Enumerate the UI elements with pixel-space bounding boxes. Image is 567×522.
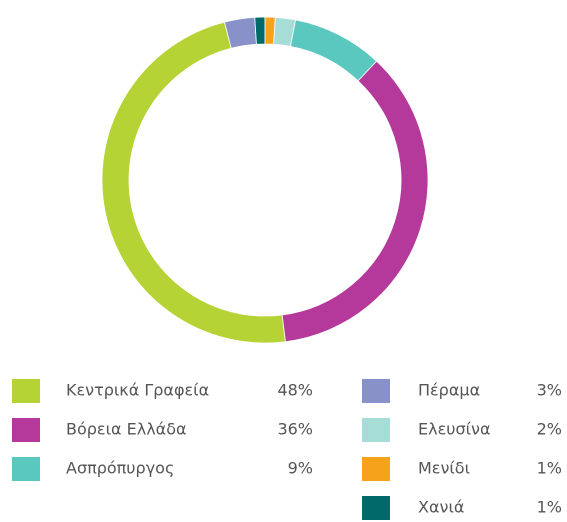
donut-slice bbox=[264, 16, 276, 45]
legend-label: Ασπρόπυργος bbox=[66, 459, 174, 478]
legend-label: Βόρεια Ελλάδα bbox=[66, 420, 187, 439]
legend-swatch bbox=[362, 496, 390, 520]
donut-slice bbox=[254, 16, 266, 45]
legend-swatch bbox=[362, 418, 390, 442]
donut-slice bbox=[281, 60, 429, 343]
legend-label: Μενίδι bbox=[418, 459, 470, 478]
legend-swatch bbox=[12, 418, 40, 442]
legend-label: Χανιά bbox=[418, 498, 464, 517]
legend-value: 1% bbox=[537, 498, 562, 517]
legend-label: Ελευσίνα bbox=[418, 420, 491, 439]
legend-value: 2% bbox=[537, 420, 562, 439]
legend-value: 1% bbox=[537, 459, 562, 478]
legend-label: Κεντρικά Γραφεία bbox=[66, 381, 209, 400]
legend-swatch bbox=[12, 379, 40, 403]
legend-value: 36% bbox=[277, 420, 313, 439]
legend-value: 48% bbox=[277, 381, 313, 400]
legend-swatch bbox=[362, 457, 390, 481]
legend-label: Πέραμα bbox=[418, 381, 480, 400]
donut-slice bbox=[101, 21, 286, 344]
legend-value: 9% bbox=[288, 459, 313, 478]
legend-swatch bbox=[12, 457, 40, 481]
donut-slice bbox=[290, 19, 378, 82]
legend-swatch bbox=[362, 379, 390, 403]
legend-value: 3% bbox=[537, 381, 562, 400]
